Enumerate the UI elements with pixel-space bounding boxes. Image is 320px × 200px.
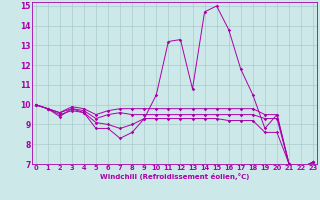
X-axis label: Windchill (Refroidissement éolien,°C): Windchill (Refroidissement éolien,°C) bbox=[100, 173, 249, 180]
